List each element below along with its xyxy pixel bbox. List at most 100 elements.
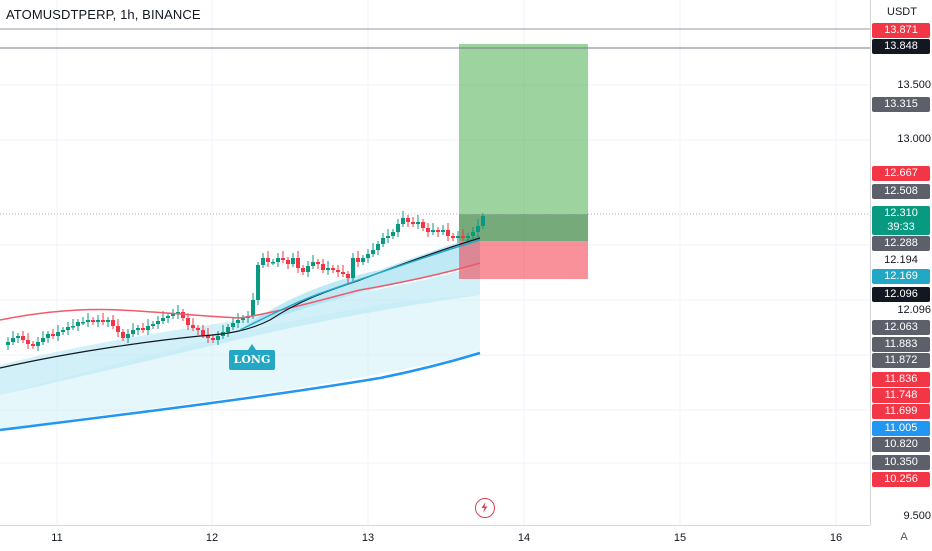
price-tag: 10.350: [872, 455, 930, 470]
candle: [106, 317, 110, 327]
ema-long-line: [0, 351, 481, 432]
candle: [176, 305, 180, 319]
price-axis[interactable]: USDT 13.871 13.848 13.315 12.667 12.508 12.31…: [870, 0, 932, 525]
candle: [291, 253, 295, 267]
candle: [211, 335, 215, 343]
candle: [256, 262, 260, 305]
candle: [136, 325, 140, 335]
candle: [421, 219, 425, 231]
candle: [456, 231, 460, 243]
candle: [76, 319, 80, 331]
candle: [331, 265, 335, 273]
candle: [446, 223, 450, 241]
candle: [16, 333, 20, 343]
candle: [86, 313, 90, 327]
profit-zone: [459, 44, 588, 214]
price-tag: 12.194: [884, 254, 918, 266]
candle: [111, 315, 115, 329]
price-tag: 11.748: [872, 388, 930, 403]
candle: [471, 227, 475, 239]
candle: [216, 331, 220, 345]
time-axis[interactable]: 11 12 13 14 15 16: [0, 525, 870, 551]
auto-scale-button[interactable]: A: [900, 531, 908, 543]
candles: [6, 211, 485, 351]
candle: [416, 215, 420, 229]
price-tick-label: 13.500: [897, 79, 931, 91]
candle: [11, 331, 15, 345]
candle: [346, 271, 350, 283]
candle: [406, 215, 410, 227]
candle: [301, 265, 305, 275]
price-tag: 12.063: [872, 320, 930, 335]
price-tag: 12.096: [872, 287, 930, 302]
price-tag: 10.820: [872, 437, 930, 452]
candle: [226, 324, 230, 337]
candle: [436, 227, 440, 237]
candle: [381, 233, 385, 247]
candlestick-chart[interactable]: [0, 0, 870, 525]
candle: [66, 322, 70, 335]
candle: [131, 323, 135, 337]
candle: [56, 325, 60, 341]
candle: [411, 217, 415, 227]
chart-title: ATOMUSDTPERP, 1h, BINANCE: [6, 7, 201, 22]
candle: [341, 265, 345, 277]
candle: [181, 309, 185, 321]
candle: [141, 323, 145, 333]
price-tag: 10.256: [872, 472, 930, 487]
loss-zone: [459, 241, 588, 279]
candle: [146, 319, 150, 335]
candle: [71, 319, 75, 330]
candle: [361, 255, 365, 265]
candle: [101, 313, 105, 325]
price-tag: 13.848: [872, 39, 930, 54]
lightning-icon: [481, 502, 488, 513]
price-tag: 11.836: [872, 372, 930, 387]
candle: [91, 317, 95, 325]
chart-plot-area[interactable]: ATOMUSDTPERP, 1h, BINANCE LONG: [0, 0, 870, 525]
candle: [241, 315, 245, 323]
candle: [391, 229, 395, 239]
ema-slow-line: [0, 262, 481, 321]
candle: [366, 249, 370, 263]
time-tick-label: 12: [205, 532, 219, 544]
candle: [126, 329, 130, 343]
candle: [371, 243, 375, 257]
candle: [51, 329, 55, 339]
price-tag: 11.883: [872, 337, 930, 352]
price-tag: 12.169: [872, 269, 930, 284]
candle: [351, 253, 355, 281]
candle: [276, 253, 280, 267]
candle: [296, 251, 300, 273]
candle: [121, 329, 125, 341]
price-tag: 11.699: [872, 404, 930, 419]
currency-label: USDT: [887, 6, 917, 18]
price-tag: 13.871: [872, 23, 930, 38]
candle: [266, 251, 270, 267]
candle: [21, 331, 25, 343]
candle: [36, 337, 40, 351]
flash-icon[interactable]: [475, 498, 495, 518]
candle: [281, 251, 285, 263]
ema-fast-cyan-line: [239, 239, 481, 331]
candle: [236, 313, 240, 328]
candle: [26, 333, 30, 349]
time-tick-label: 15: [673, 532, 687, 544]
candle: [271, 259, 275, 265]
price-tag: 11.005: [872, 421, 930, 436]
candle: [151, 321, 155, 329]
time-tick-label: 11: [51, 532, 63, 544]
long-position-tool: [459, 44, 588, 279]
horizontal-lines: [0, 28, 870, 215]
candle: [476, 219, 480, 237]
time-tick-label: 13: [361, 532, 375, 544]
time-tick-label: 16: [829, 532, 843, 544]
price-tick-label: 13.000: [897, 133, 931, 145]
candle: [326, 261, 330, 275]
candle: [156, 316, 160, 329]
candle: [426, 223, 430, 237]
candle: [481, 213, 485, 229]
candle: [61, 327, 65, 335]
time-tick-label: 14: [517, 532, 531, 544]
price-tick-label: 9.500: [903, 510, 931, 522]
